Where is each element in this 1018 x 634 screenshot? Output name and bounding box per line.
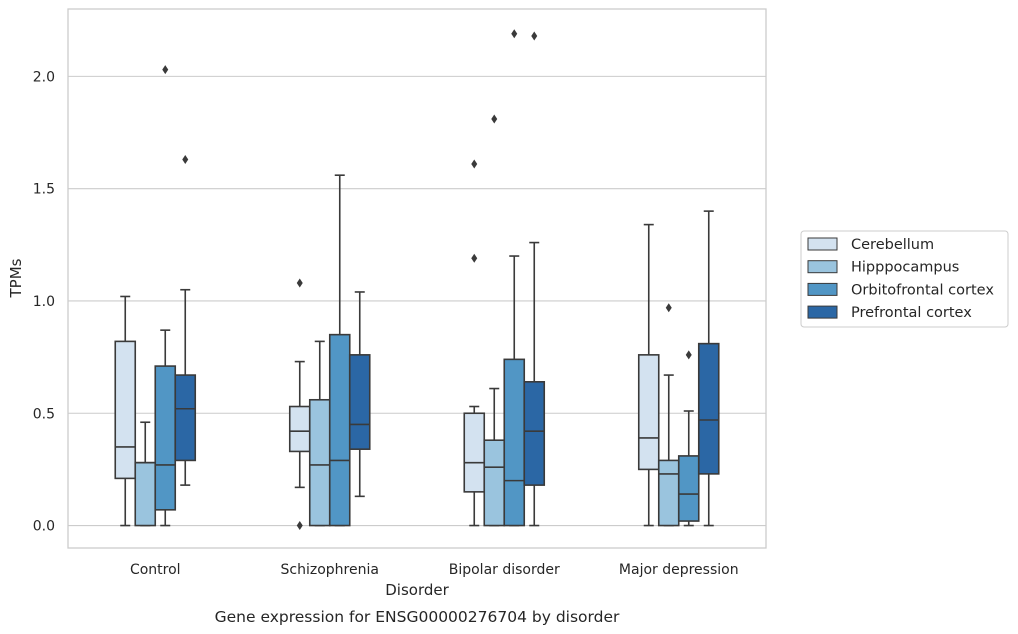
box-orbitofrontal-cortex-2	[503, 29, 526, 527]
box-body	[637, 354, 660, 471]
legend-swatch	[807, 260, 838, 274]
legend-label: Cerebellum	[851, 237, 934, 253]
outlier-marker	[471, 159, 478, 169]
x-tick-label: Major depression	[619, 562, 739, 578]
box-prefrontal-cortex-0	[174, 154, 197, 486]
legend-swatch	[807, 237, 838, 251]
box-body	[348, 354, 371, 450]
x-tick-label: Bipolar disorder	[449, 562, 560, 578]
box-cerebellum-1	[288, 278, 311, 531]
outlier-marker	[685, 350, 692, 360]
chart-caption: Gene expression for ENSG00000276704 by d…	[215, 608, 620, 626]
box-body	[657, 459, 680, 527]
outlier-marker	[665, 303, 672, 313]
x-tick-label: Control	[130, 562, 181, 578]
x-tick-label: Schizophrenia	[281, 562, 379, 578]
box-hipppocampus-1	[308, 340, 331, 527]
box-prefrontal-cortex-2	[523, 31, 546, 527]
box-body	[288, 405, 311, 453]
box-body	[677, 455, 700, 522]
y-tick-label: 0.5	[33, 406, 55, 422]
y-tick-label: 1.0	[33, 294, 55, 310]
legend-label: Orbitofrontal cortex	[851, 282, 994, 298]
outlier-marker	[511, 29, 518, 39]
y-tick-label: 2.0	[33, 69, 55, 85]
box-body	[154, 365, 177, 511]
boxes-layer	[114, 29, 720, 531]
box-body	[308, 398, 331, 527]
box-body	[483, 439, 506, 527]
outlier-marker	[182, 154, 189, 164]
outlier-marker	[491, 114, 498, 124]
plot-frame	[67, 8, 767, 549]
outlier-marker	[296, 521, 303, 531]
legend-swatch	[807, 282, 838, 296]
box-body	[114, 340, 137, 480]
box-cerebellum-0	[114, 295, 137, 527]
box-body	[697, 342, 720, 475]
box-prefrontal-cortex-3	[697, 210, 720, 527]
box-body	[523, 381, 546, 486]
y-tick-label: 1.5	[33, 182, 55, 198]
y-tick-labels: 0.0 0.5 1.0 1.5 2.0	[33, 69, 55, 534]
y-axis-label: TPMs	[7, 258, 25, 298]
legend: Cerebellum Hipppocampus Orbitofrontal cort…	[800, 230, 1009, 328]
box-cerebellum-3	[637, 223, 660, 527]
outlier-marker	[296, 278, 303, 288]
box-body	[328, 333, 351, 527]
x-axis-label: Disorder	[385, 581, 449, 599]
box-orbitofrontal-cortex-3	[677, 350, 700, 527]
legend-frame	[800, 230, 1009, 328]
legend-label: Prefrontal cortex	[851, 305, 972, 321]
box-body	[503, 358, 526, 527]
outlier-marker	[162, 65, 169, 75]
box-prefrontal-cortex-1	[348, 291, 371, 498]
box-hipppocampus-2	[483, 114, 506, 527]
legend-label: Hipppocampus	[851, 260, 959, 276]
outlier-marker	[531, 31, 538, 41]
x-tick-labels: Control Schizophrenia Bipolar disorder Majo…	[130, 562, 739, 578]
box-body	[134, 461, 157, 527]
legend-swatch	[807, 305, 838, 319]
box-body	[174, 374, 197, 462]
box-body	[463, 412, 486, 493]
outlier-marker	[471, 253, 478, 263]
y-tick-label: 0.0	[33, 519, 55, 535]
